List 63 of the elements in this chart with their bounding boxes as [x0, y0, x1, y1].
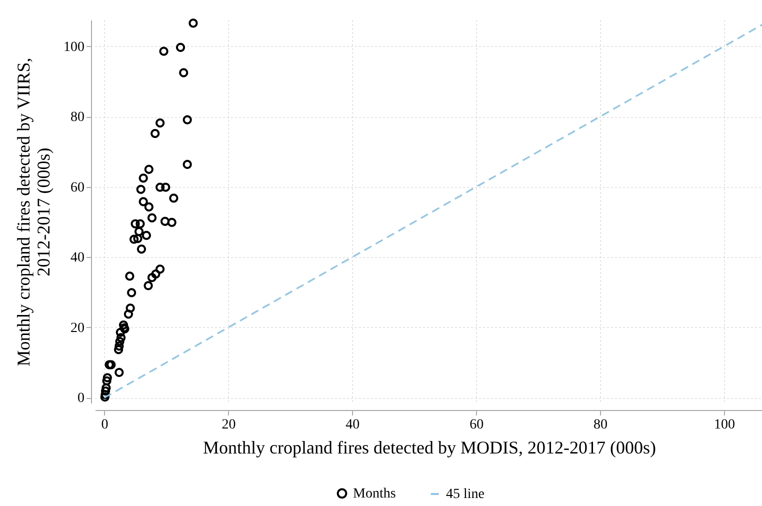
y-tick-label: 0	[78, 391, 84, 406]
point	[106, 360, 116, 370]
point	[116, 328, 125, 337]
point	[102, 373, 112, 382]
y-tick-label: 60	[70, 180, 84, 196]
point	[176, 42, 186, 52]
point	[150, 128, 160, 138]
point	[116, 333, 126, 342]
point	[147, 273, 157, 282]
point	[179, 68, 188, 78]
x-tick-label: 80	[594, 418, 608, 432]
legend-label: Months	[353, 486, 396, 502]
point	[147, 213, 157, 222]
x-axis-title: Monthly cropland fires detected by MODIS, 2012-2017 (000s)	[203, 438, 656, 458]
point	[114, 342, 124, 351]
point	[142, 230, 151, 240]
point	[161, 182, 170, 192]
point	[144, 164, 154, 174]
point	[182, 115, 192, 124]
point	[188, 18, 198, 28]
point	[100, 392, 110, 402]
y-tick-label: 40	[70, 250, 84, 266]
point	[156, 264, 165, 274]
point	[125, 272, 134, 281]
y-axis-title: Monthly cropland fires detected by VIIRS, 2012-2017 (000s)	[14, 58, 54, 366]
point	[138, 197, 148, 206]
point	[127, 288, 136, 298]
point	[138, 174, 148, 183]
point	[136, 244, 146, 254]
point	[124, 310, 133, 319]
point	[167, 218, 176, 227]
y-tick-label: 100	[64, 40, 84, 55]
point	[151, 270, 160, 279]
point	[130, 219, 140, 228]
x-tick-label: 100	[714, 418, 735, 432]
point	[130, 234, 139, 244]
point	[156, 182, 165, 192]
point	[182, 160, 192, 169]
x-tick-label: 0	[101, 418, 108, 432]
y-tick-label: 20	[70, 320, 84, 336]
point	[104, 360, 114, 370]
point	[136, 219, 145, 228]
point	[134, 227, 144, 236]
point	[114, 368, 124, 377]
point	[102, 376, 112, 386]
point	[136, 184, 146, 194]
point	[144, 281, 153, 290]
legend-label: 45 line	[446, 487, 484, 502]
x-tick-label: 40	[346, 418, 360, 432]
point	[118, 320, 128, 330]
point	[126, 304, 135, 313]
y-tick-label: 80	[70, 110, 84, 126]
point	[169, 194, 178, 203]
point	[144, 202, 154, 212]
point	[102, 383, 111, 392]
point	[156, 118, 165, 128]
point	[159, 46, 168, 56]
x-tick-label: 60	[470, 418, 484, 432]
point	[114, 345, 124, 354]
point	[133, 234, 142, 244]
point	[160, 216, 170, 226]
point	[115, 336, 124, 346]
x-tick-label: 20	[222, 418, 236, 432]
